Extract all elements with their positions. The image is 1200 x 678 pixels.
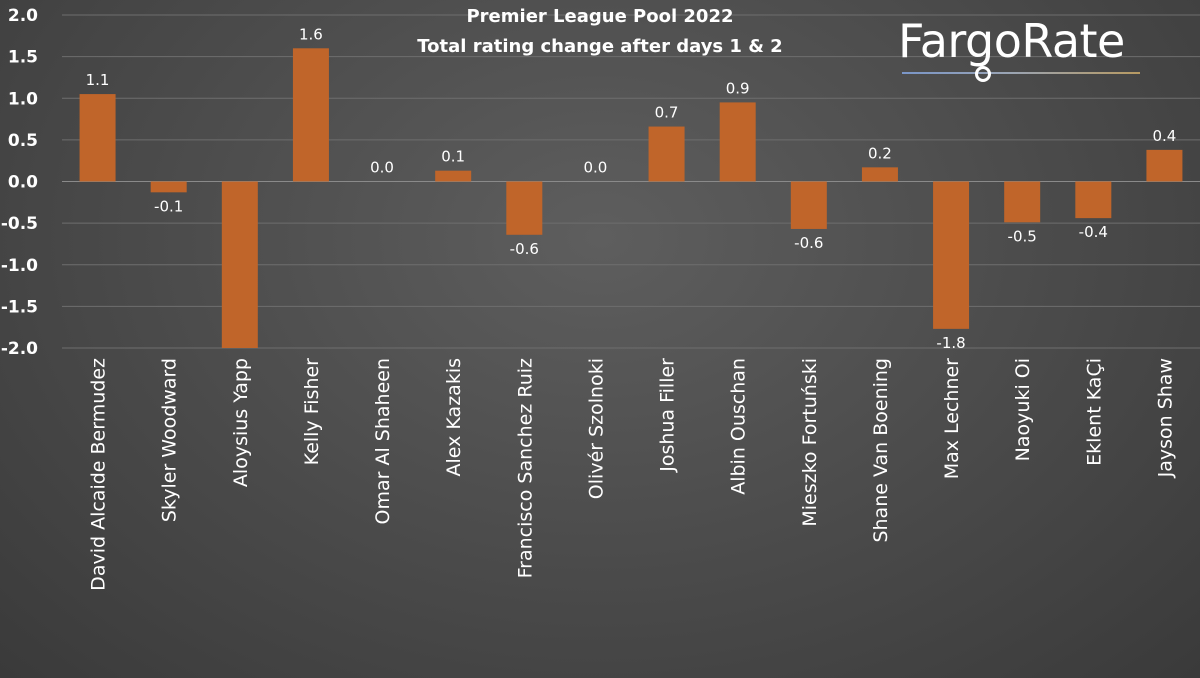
y-tick-label: -2.0 [1,339,38,359]
x-tick-label: David Alcaide Bermudez [88,358,110,591]
bar [790,181,827,229]
bar [292,48,329,182]
y-tick-label: -1.5 [1,297,38,317]
data-labels: 1.1 -0.1 1.6 0.0 0.1 -0.6 0.0 0.7 0.9 -0.6 0.2 -1.8… [86,25,1177,352]
data-label: -0.6 [794,234,823,252]
data-label: 0.2 [868,144,892,162]
chart-subtitle: Total rating change after days 1 & 2 [417,36,783,57]
y-tick-label: 1.5 [8,48,38,68]
x-tick-label: Skyler Woodward [159,358,181,522]
data-label: -1.8 [936,334,965,352]
logo-ring-icon [975,66,991,82]
data-label: 0.1 [441,148,465,166]
x-tick-label: Omar Al Shaheen [372,358,394,524]
y-tick-label: 0.0 [8,173,38,193]
x-tick-label: Naoyuki Oi [1012,358,1034,461]
logo-underline [902,72,1140,74]
data-label: -0.1 [154,197,183,215]
y-tick-label: 1.0 [8,89,38,109]
data-label: 0.4 [1153,127,1177,145]
bar [1146,149,1183,182]
y-tick-label: 0.5 [8,131,38,151]
bar [861,167,898,182]
bars [79,48,1183,348]
bar [150,181,187,193]
bar [1075,181,1112,219]
data-label: 1.1 [86,71,110,89]
bar [435,170,472,182]
bar [79,94,116,182]
x-tick-label: Joshua Filler [657,358,679,473]
fargorate-logo: FargoRate [898,10,1148,90]
y-tick-label: 2.0 [8,6,38,26]
x-tick-label: Francisco Sanchez Ruiz [514,358,536,578]
x-tick-label: Mieszko Fortuński [799,358,821,527]
y-axis-ticks: 2.0 1.5 1.0 0.5 0.0 -0.5 -1.0 -1.5 -2.0 [1,6,38,359]
data-label: 0.7 [655,104,679,122]
x-tick-label: Max Lechner [941,358,963,479]
bar [933,181,970,329]
x-axis-ticks: David Alcaide Bermudez Skyler Woodward Alo… [88,358,1177,591]
data-label: 0.0 [584,159,608,177]
x-tick-label: Alex Kazakis [443,358,465,476]
chart-title: Premier League Pool 2022 [466,6,734,27]
y-tick-label: -1.0 [1,256,38,276]
data-label: -0.5 [1008,227,1037,245]
y-tick-label: -0.5 [1,214,38,234]
bar [648,126,685,182]
bar [221,181,258,348]
data-label: 0.9 [726,79,750,97]
x-tick-label: Albin Ouschan [728,358,750,495]
bar [506,181,543,235]
x-tick-label: Jayson Shaw [1154,358,1176,478]
bar [719,102,756,182]
x-tick-label: Aloysius Yapp [230,358,252,487]
data-label: 1.6 [299,25,323,43]
bar [1004,181,1041,223]
data-label: 0.0 [370,159,394,177]
x-tick-label: Shane Van Boening [870,358,892,543]
data-label: -0.6 [510,240,539,258]
x-tick-label: Olivér Szolnoki [585,358,607,499]
x-tick-label: Kelly Fisher [301,358,323,465]
x-tick-label: Eklent KaÇi [1083,358,1105,466]
data-label: -0.4 [1079,223,1108,241]
logo-text: FargoRate [898,14,1125,68]
